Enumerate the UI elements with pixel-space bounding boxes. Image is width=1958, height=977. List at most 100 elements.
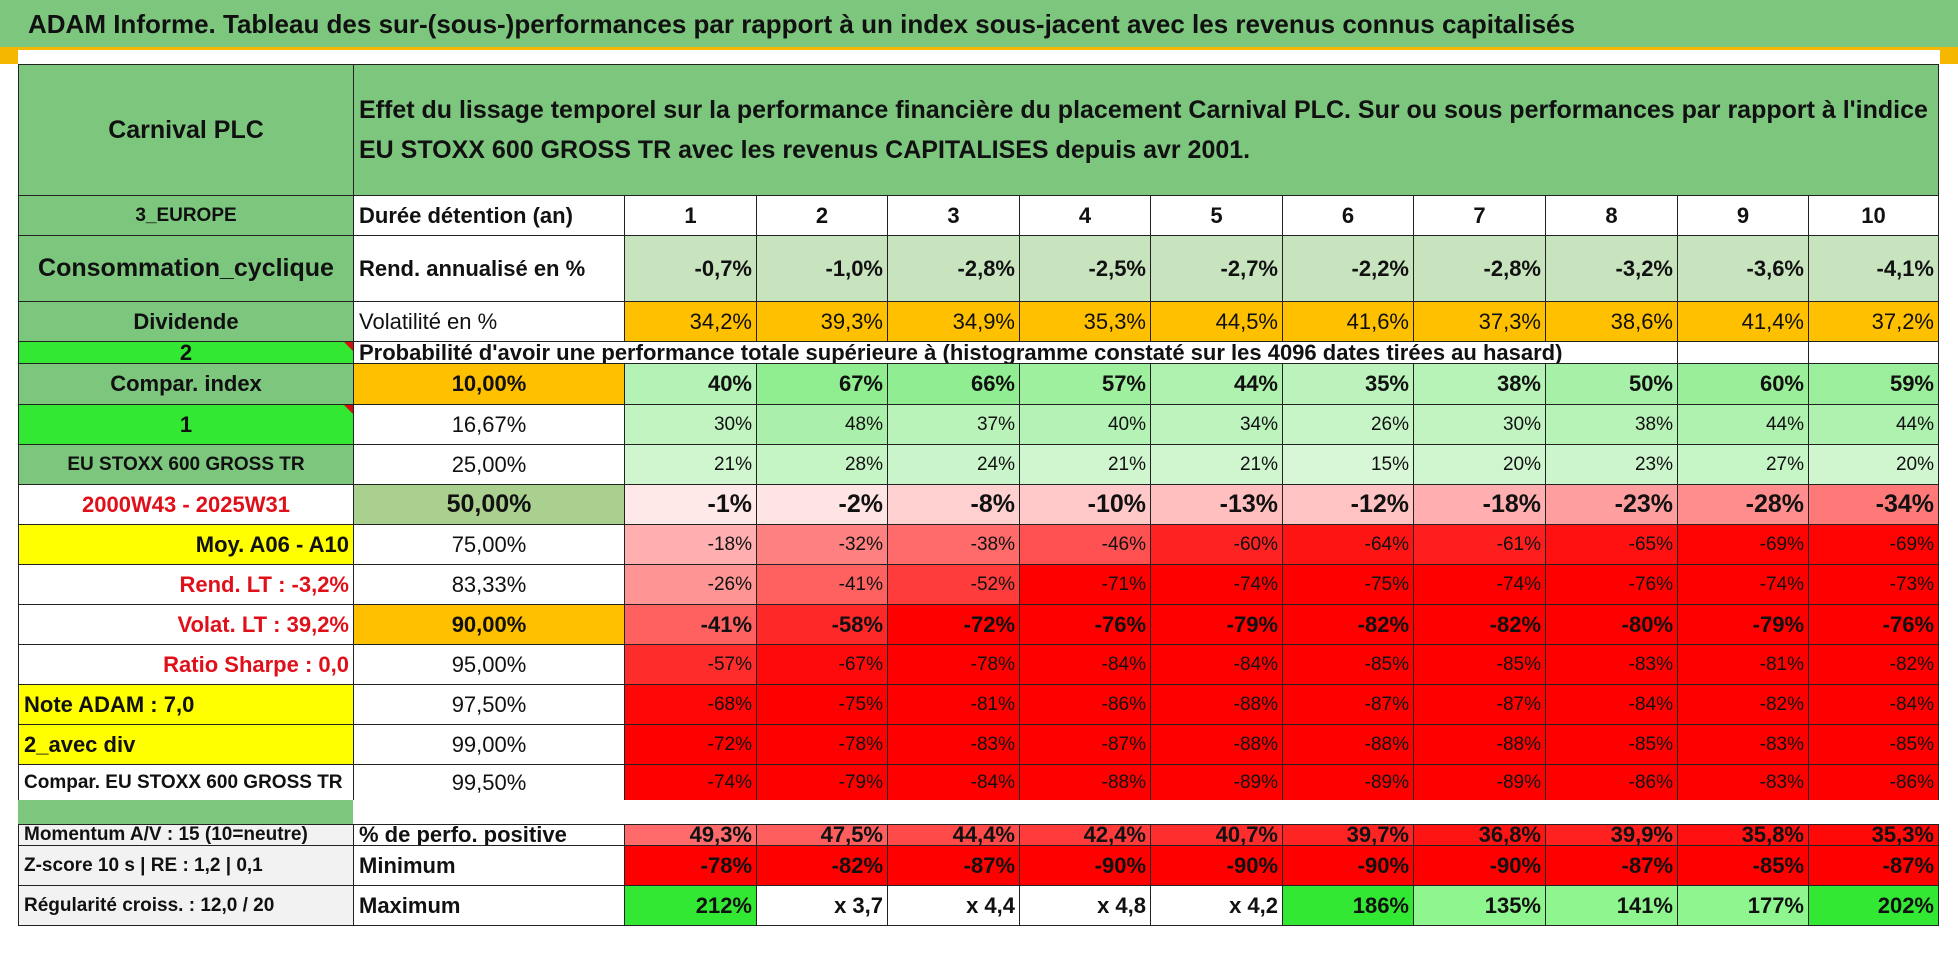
minimum-value: -90%: [1282, 845, 1414, 886]
probability-level: 16,67%: [353, 404, 625, 445]
probability-value: -88%: [1413, 724, 1546, 765]
maximum-value: x 4,4: [887, 885, 1020, 926]
year-header: 1: [624, 195, 757, 236]
adam-note: Note ADAM : 7,0: [18, 684, 354, 725]
probability-value: -88%: [1282, 724, 1414, 765]
year-header: 3: [887, 195, 1020, 236]
probability-value: 30%: [624, 404, 757, 445]
vol-value: 38,6%: [1545, 301, 1678, 342]
probability-value: 38%: [1413, 363, 1546, 405]
vol-value: 44,5%: [1150, 301, 1283, 342]
probability-value: -82%: [1677, 684, 1809, 725]
probability-value: -74%: [1150, 564, 1283, 605]
year-header: 6: [1282, 195, 1414, 236]
probability-value: 57%: [1019, 363, 1151, 405]
rend-value: -3,2%: [1545, 235, 1678, 302]
vol-value: 41,4%: [1677, 301, 1809, 342]
probability-value: -64%: [1282, 524, 1414, 565]
positive-perf-value: 39,9%: [1545, 824, 1678, 846]
probability-level: 99,50%: [353, 764, 625, 801]
minimum-value: -90%: [1413, 845, 1546, 886]
probability-value: -72%: [887, 604, 1020, 645]
dividend-label: Dividende: [18, 301, 354, 342]
compar-index-label: Compar. index: [18, 363, 354, 405]
vol-value: 39,3%: [756, 301, 888, 342]
probability-value: -83%: [887, 724, 1020, 765]
probability-value: -1%: [624, 484, 757, 525]
probability-value: -34%: [1808, 484, 1939, 525]
probability-value: 38%: [1545, 404, 1678, 445]
probability-value: -82%: [1413, 604, 1546, 645]
year-header: 4: [1019, 195, 1151, 236]
probability-value: -41%: [624, 604, 757, 645]
probability-value: -85%: [1545, 724, 1678, 765]
maximum-value: 141%: [1545, 885, 1678, 926]
positive-perf-value: 36,8%: [1413, 824, 1546, 846]
compar-full-label: Compar. EU STOXX 600 GROSS TR: [18, 764, 354, 801]
probability-level: 10,00%: [353, 363, 625, 405]
maximum-value: x 4,2: [1150, 885, 1283, 926]
positive-perf-value: 35,8%: [1677, 824, 1809, 846]
rend-value: -4,1%: [1808, 235, 1939, 302]
volat-lt: Volat. LT : 39,2%: [18, 604, 354, 645]
period-range: 2000W43 - 2025W31: [18, 484, 354, 525]
probability-value: -86%: [1545, 764, 1678, 801]
probability-value: 48%: [756, 404, 888, 445]
maximum-value: x 4,8: [1019, 885, 1151, 926]
period-selector[interactable]: 2: [18, 341, 354, 364]
probability-value: -80%: [1545, 604, 1678, 645]
probability-level: 97,50%: [353, 684, 625, 725]
rend-value: -2,7%: [1150, 235, 1283, 302]
positive-perf-value: 42,4%: [1019, 824, 1151, 846]
probability-value: 44%: [1677, 404, 1809, 445]
year-header: 10: [1808, 195, 1939, 236]
rend-value: -2,5%: [1019, 235, 1151, 302]
vol-value: 37,3%: [1413, 301, 1546, 342]
region-label: 3_EUROPE: [18, 195, 354, 236]
probability-value: 44%: [1808, 404, 1939, 445]
probability-value: -84%: [1019, 644, 1151, 685]
probability-value: -72%: [624, 724, 757, 765]
sector-label: Consommation_cyclique: [18, 235, 354, 302]
minimum-value: -90%: [1019, 845, 1151, 886]
year-header: 7: [1413, 195, 1546, 236]
probability-value: -74%: [624, 764, 757, 801]
positive-perf-value: 39,7%: [1282, 824, 1414, 846]
probability-value: 40%: [1019, 404, 1151, 445]
probability-level: 50,00%: [353, 484, 625, 525]
probability-value: 35%: [1282, 363, 1414, 405]
probability-value: -78%: [756, 724, 888, 765]
probability-value: -76%: [1808, 604, 1939, 645]
year-header: 9: [1677, 195, 1809, 236]
probability-value: -89%: [1282, 764, 1414, 801]
avec-div-label: 2_avec div: [18, 724, 354, 765]
probability-value: -88%: [1150, 684, 1283, 725]
rend-value: -2,8%: [1413, 235, 1546, 302]
probability-value: -86%: [1808, 764, 1939, 801]
probability-value: -81%: [1677, 644, 1809, 685]
index-selector[interactable]: 1: [18, 404, 354, 445]
probability-value: -83%: [1677, 724, 1809, 765]
probability-value: -85%: [1808, 724, 1939, 765]
probability-value: -79%: [1677, 604, 1809, 645]
probability-value: -84%: [1150, 644, 1283, 685]
probability-value: 60%: [1677, 363, 1809, 405]
probability-level: 99,00%: [353, 724, 625, 765]
probability-value: 37%: [887, 404, 1020, 445]
positive-perf-label: % de perfo. positive: [353, 824, 625, 846]
rend-value: -1,0%: [756, 235, 888, 302]
probability-value: -81%: [887, 684, 1020, 725]
rend-value: -2,8%: [887, 235, 1020, 302]
probability-value: -67%: [756, 644, 888, 685]
probability-value: -82%: [1808, 644, 1939, 685]
probability-value: -85%: [1413, 644, 1546, 685]
index-name: EU STOXX 600 GROSS TR: [18, 444, 354, 485]
probability-value: 59%: [1808, 363, 1939, 405]
minimum-value: -87%: [1545, 845, 1678, 886]
probability-value: -76%: [1019, 604, 1151, 645]
probability-value: -18%: [624, 524, 757, 565]
minimum-value: -85%: [1677, 845, 1809, 886]
regularite-label: Régularité croiss. : 12,0 / 20: [18, 885, 354, 926]
maximum-value: 212%: [624, 885, 757, 926]
probability-value: 15%: [1282, 444, 1414, 485]
